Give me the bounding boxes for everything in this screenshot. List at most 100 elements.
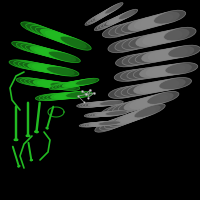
- Ellipse shape: [82, 122, 104, 127]
- Ellipse shape: [87, 13, 106, 24]
- Ellipse shape: [58, 92, 85, 99]
- Ellipse shape: [118, 99, 150, 112]
- Ellipse shape: [134, 82, 166, 94]
- Ellipse shape: [51, 93, 77, 99]
- Ellipse shape: [157, 29, 189, 42]
- Ellipse shape: [105, 111, 128, 115]
- Ellipse shape: [35, 94, 62, 101]
- Ellipse shape: [93, 121, 116, 126]
- Ellipse shape: [97, 111, 120, 116]
- Ellipse shape: [101, 104, 133, 117]
- Ellipse shape: [95, 118, 126, 132]
- Ellipse shape: [80, 102, 103, 107]
- Ellipse shape: [154, 10, 186, 24]
- Ellipse shape: [54, 92, 81, 99]
- Ellipse shape: [115, 21, 147, 34]
- Ellipse shape: [9, 60, 42, 70]
- Ellipse shape: [16, 77, 46, 86]
- Ellipse shape: [21, 44, 53, 55]
- Ellipse shape: [29, 79, 59, 88]
- Ellipse shape: [28, 63, 60, 73]
- Ellipse shape: [95, 112, 117, 116]
- Ellipse shape: [42, 81, 71, 89]
- Ellipse shape: [165, 63, 198, 74]
- Ellipse shape: [37, 80, 67, 89]
- Ellipse shape: [159, 78, 192, 90]
- Ellipse shape: [91, 101, 115, 106]
- Ellipse shape: [97, 101, 120, 106]
- Ellipse shape: [130, 96, 162, 109]
- Ellipse shape: [35, 47, 67, 59]
- Ellipse shape: [135, 94, 167, 107]
- Ellipse shape: [36, 27, 67, 41]
- Ellipse shape: [121, 69, 153, 80]
- Ellipse shape: [14, 61, 46, 70]
- Ellipse shape: [18, 61, 51, 71]
- Ellipse shape: [168, 45, 200, 58]
- Ellipse shape: [142, 50, 174, 62]
- Ellipse shape: [164, 27, 196, 41]
- Ellipse shape: [69, 79, 92, 86]
- Ellipse shape: [62, 92, 89, 98]
- Ellipse shape: [134, 104, 165, 118]
- Ellipse shape: [12, 41, 44, 53]
- Ellipse shape: [146, 80, 179, 92]
- Ellipse shape: [108, 86, 141, 98]
- Ellipse shape: [97, 19, 117, 29]
- Ellipse shape: [129, 35, 161, 48]
- Ellipse shape: [118, 9, 138, 19]
- Ellipse shape: [115, 11, 135, 21]
- Ellipse shape: [59, 81, 83, 88]
- Ellipse shape: [21, 22, 52, 36]
- Ellipse shape: [55, 34, 86, 48]
- Ellipse shape: [25, 79, 54, 87]
- Ellipse shape: [96, 121, 118, 126]
- Ellipse shape: [153, 79, 185, 91]
- Ellipse shape: [109, 22, 141, 36]
- Ellipse shape: [115, 85, 147, 97]
- Ellipse shape: [97, 7, 116, 18]
- Ellipse shape: [94, 101, 118, 106]
- Ellipse shape: [79, 123, 102, 127]
- Ellipse shape: [89, 112, 112, 117]
- Ellipse shape: [109, 13, 129, 24]
- Ellipse shape: [143, 32, 175, 45]
- Ellipse shape: [119, 109, 150, 123]
- Ellipse shape: [105, 115, 136, 129]
- Ellipse shape: [100, 6, 118, 17]
- Ellipse shape: [42, 66, 74, 75]
- Ellipse shape: [141, 14, 173, 27]
- Ellipse shape: [82, 102, 106, 107]
- Ellipse shape: [135, 51, 168, 63]
- Ellipse shape: [110, 113, 141, 127]
- Ellipse shape: [31, 25, 62, 39]
- Ellipse shape: [108, 39, 140, 53]
- Ellipse shape: [105, 3, 123, 14]
- Ellipse shape: [161, 46, 194, 59]
- Ellipse shape: [116, 54, 148, 67]
- Ellipse shape: [114, 70, 147, 81]
- Ellipse shape: [50, 33, 81, 47]
- Ellipse shape: [87, 112, 110, 117]
- Ellipse shape: [100, 18, 120, 28]
- Ellipse shape: [75, 78, 99, 85]
- Ellipse shape: [128, 17, 160, 31]
- Ellipse shape: [127, 68, 160, 80]
- Ellipse shape: [140, 66, 172, 78]
- Ellipse shape: [102, 24, 134, 38]
- Ellipse shape: [107, 102, 139, 115]
- Ellipse shape: [100, 111, 123, 116]
- Ellipse shape: [85, 14, 103, 25]
- Ellipse shape: [100, 116, 131, 130]
- Ellipse shape: [124, 98, 156, 110]
- Ellipse shape: [43, 93, 70, 100]
- Ellipse shape: [98, 121, 121, 125]
- Ellipse shape: [39, 49, 71, 60]
- Ellipse shape: [94, 21, 114, 31]
- Ellipse shape: [129, 52, 161, 65]
- Ellipse shape: [52, 82, 76, 89]
- Ellipse shape: [127, 83, 160, 95]
- Ellipse shape: [84, 122, 107, 127]
- Ellipse shape: [150, 30, 182, 44]
- Ellipse shape: [20, 78, 50, 86]
